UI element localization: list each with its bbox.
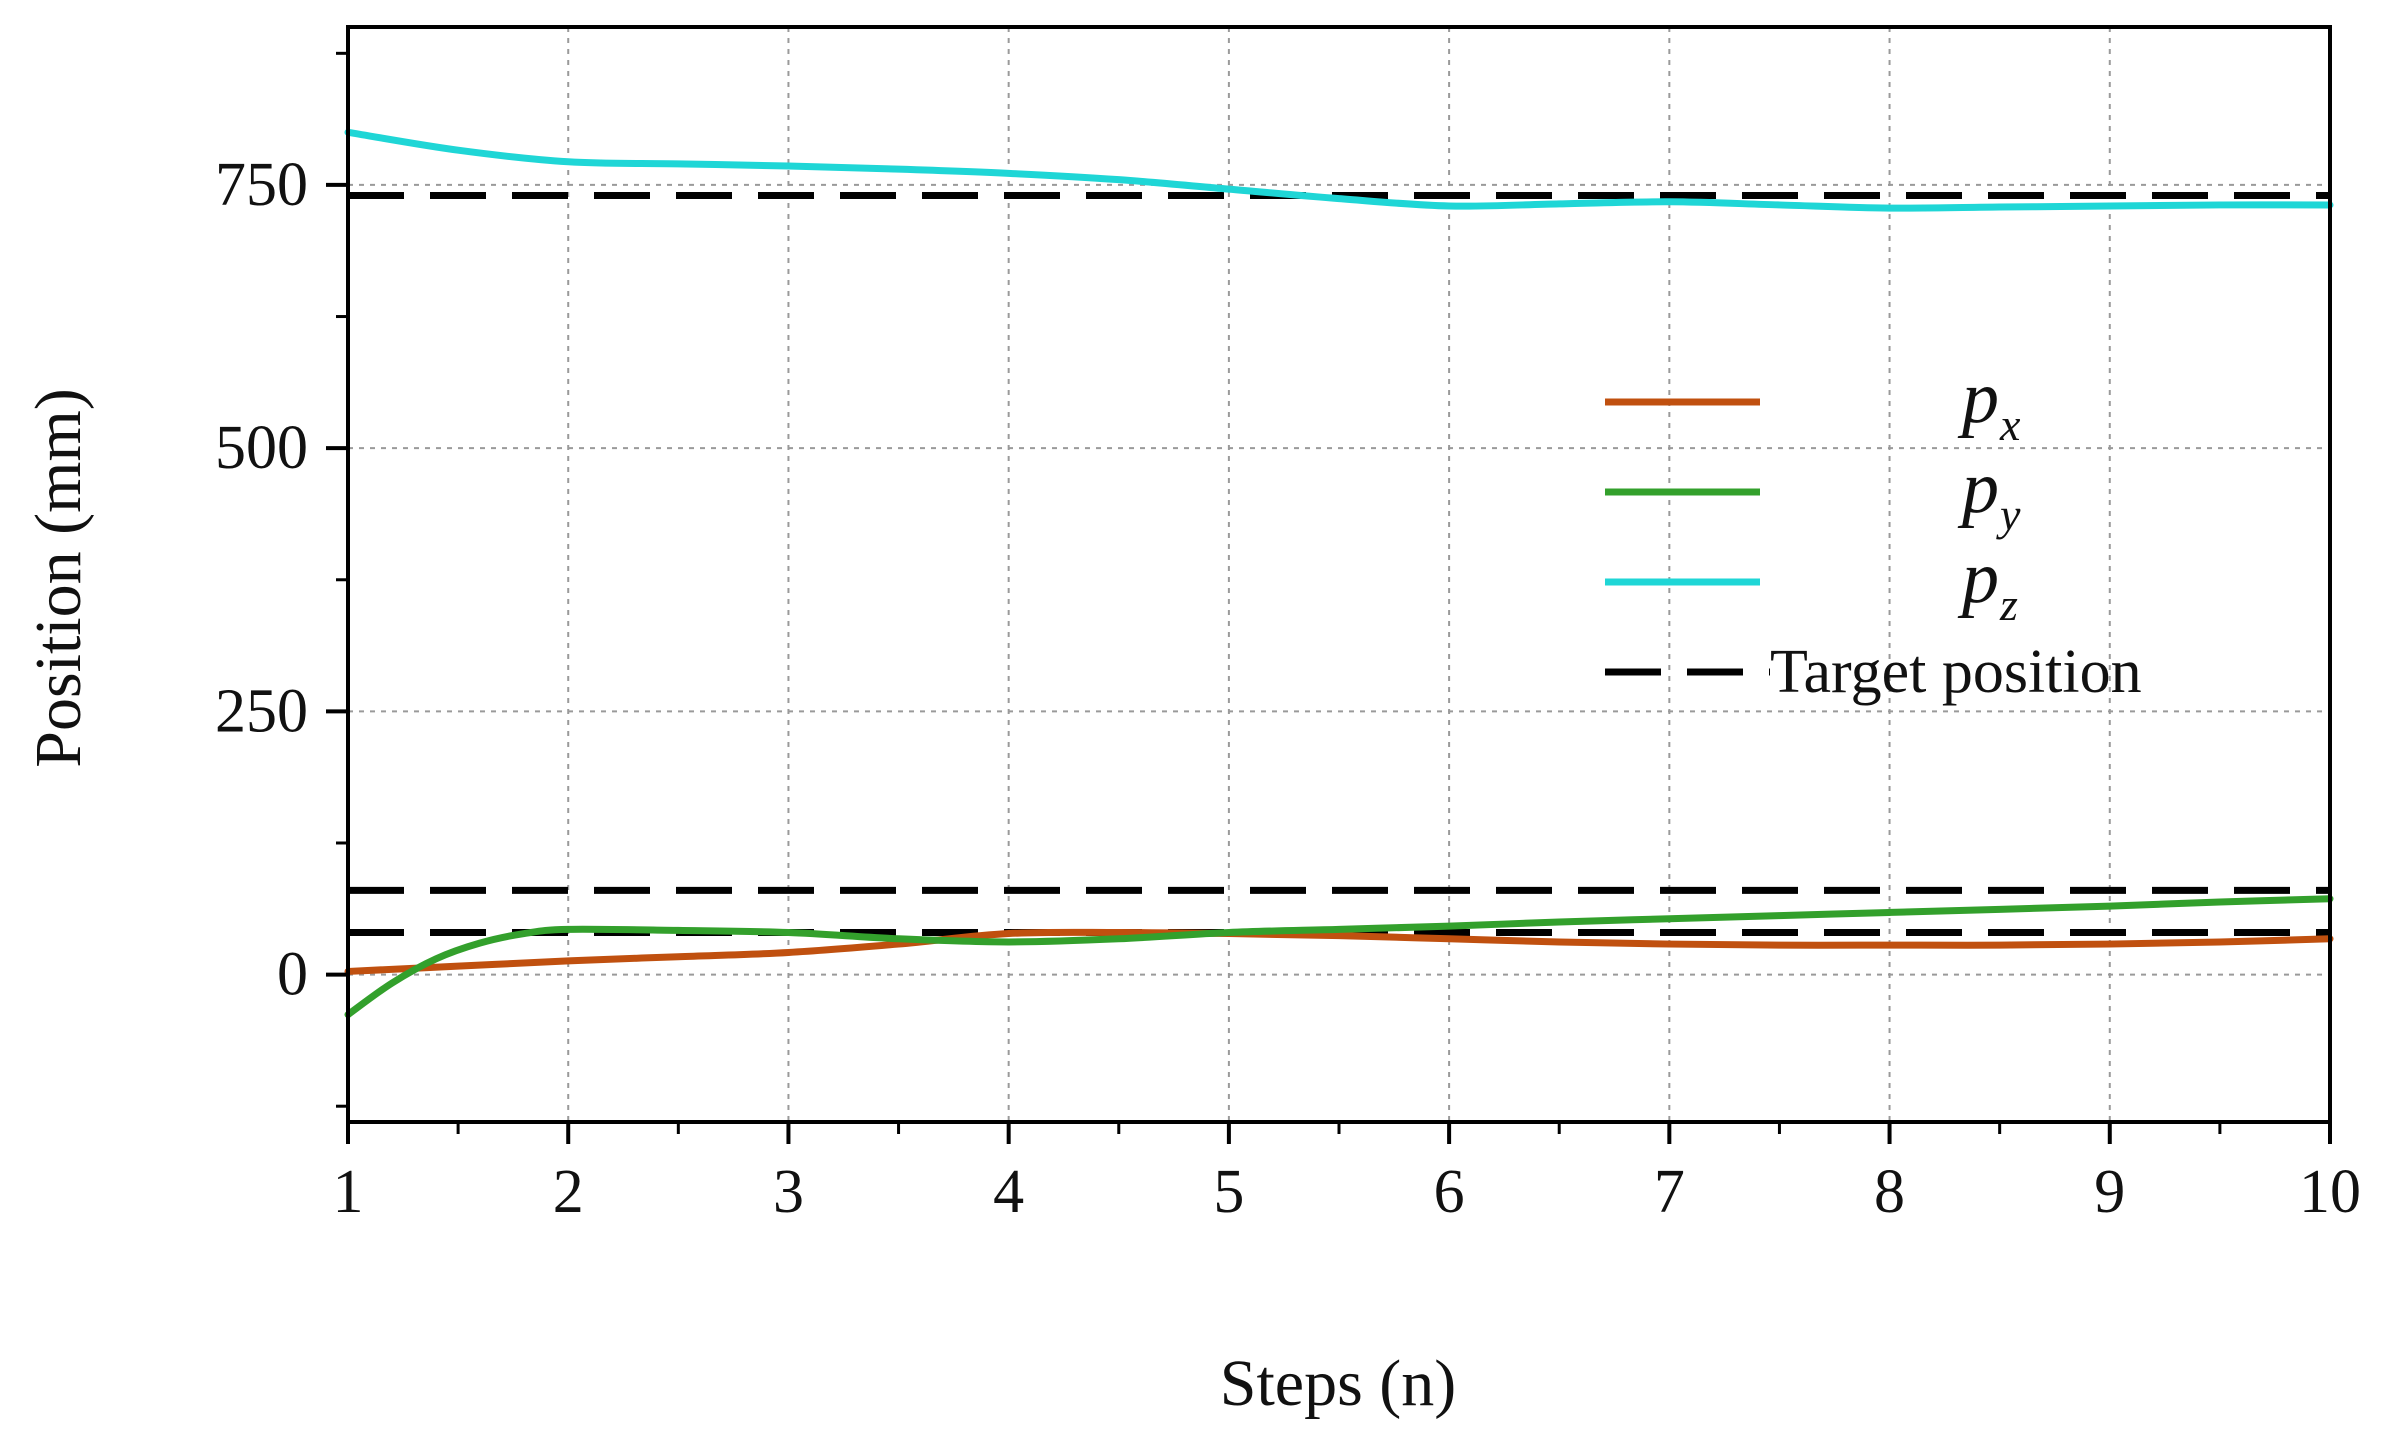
- x-tick-label: 8: [1874, 1158, 1905, 1226]
- y-tick-label: 750: [215, 151, 308, 219]
- legend-label-pz: p: [1957, 537, 1999, 619]
- series-line-py: [344, 895, 2334, 1019]
- legend-sub-pz: z: [1999, 579, 2018, 630]
- legend: p x p y p z Target position: [1605, 357, 2142, 706]
- x-tick-label: 1: [333, 1158, 364, 1226]
- legend-label-px: p: [1957, 357, 1999, 439]
- x-tick-label: 7: [1654, 1158, 1685, 1226]
- y-axis-title: Position (mm): [22, 388, 95, 768]
- y-tick-label: 0: [277, 941, 308, 1009]
- axis-ticks: [326, 51, 2332, 1144]
- legend-label-target: Target position: [1770, 638, 2142, 706]
- y-tick-label: 250: [215, 677, 308, 745]
- legend-label-py: p: [1957, 447, 1999, 529]
- series-lines: [344, 128, 2334, 1019]
- legend-sub-px: x: [1999, 399, 2021, 450]
- x-tick-label: 2: [553, 1158, 584, 1226]
- x-tick-label: 10: [2299, 1158, 2361, 1226]
- x-tick-label: 9: [2094, 1158, 2125, 1226]
- legend-sub-py: y: [1996, 489, 2021, 540]
- grid-lines: [348, 27, 2330, 1122]
- y-tick-label: 500: [215, 414, 308, 482]
- tick-labels: 1 2 3 4 5 6 7 8 9 10 0 250 500 750: [215, 151, 2361, 1226]
- x-tick-label: 4: [993, 1158, 1024, 1226]
- x-tick-label: 5: [1213, 1158, 1244, 1226]
- x-tick-label: 3: [773, 1158, 804, 1226]
- target-lines: [348, 191, 2330, 936]
- x-axis-title: Steps (n): [1220, 1347, 1456, 1420]
- series-line-pz: [344, 128, 2334, 212]
- x-tick-label: 6: [1434, 1158, 1465, 1226]
- series-line-px: [344, 928, 2334, 975]
